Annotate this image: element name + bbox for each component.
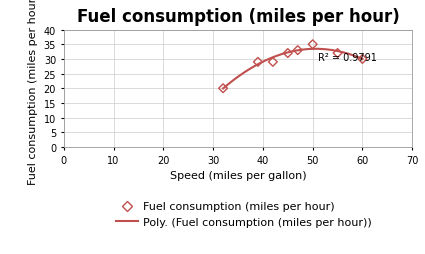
Point	[269, 60, 276, 65]
Point	[284, 52, 291, 56]
Y-axis label: Fuel consumption (miles per hour): Fuel consumption (miles per hour)	[28, 0, 38, 184]
Point	[255, 60, 261, 65]
Text: R² = 0.9791: R² = 0.9791	[317, 53, 377, 63]
Title: Fuel consumption (miles per hour): Fuel consumption (miles per hour)	[76, 8, 400, 26]
Point	[220, 87, 227, 91]
Point	[309, 43, 316, 47]
Point	[295, 49, 301, 53]
Point	[359, 58, 366, 62]
Legend: Fuel consumption (miles per hour), Poly. (Fuel consumption (miles per hour)): Fuel consumption (miles per hour), Poly.…	[111, 197, 377, 232]
X-axis label: Speed (miles per gallon): Speed (miles per gallon)	[170, 170, 306, 180]
Point	[334, 52, 341, 56]
